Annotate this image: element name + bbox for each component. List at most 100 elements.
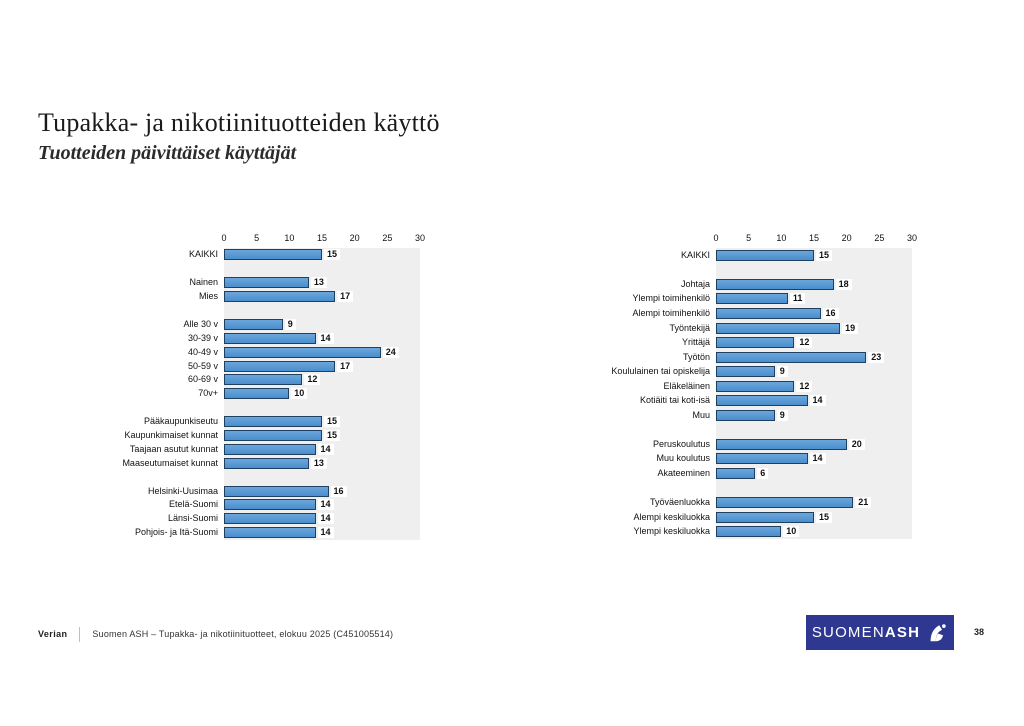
axis-tick: 30 <box>906 233 918 243</box>
logo-text: SUOMEN ASH <box>812 624 920 641</box>
bar-value: 15 <box>816 511 833 523</box>
bar <box>716 249 814 261</box>
bar <box>224 318 283 330</box>
bar-label: Ylempi toimihenkilö <box>632 293 710 304</box>
axis-tick: 25 <box>382 233 393 243</box>
axis-tick: 20 <box>349 233 360 243</box>
bar-row: 60-69 v 12 <box>76 373 546 387</box>
bar-track: 19 <box>716 322 1024 334</box>
bar-value: 15 <box>324 416 341 428</box>
bar-label: 30-39 v <box>187 332 218 343</box>
axis-tick: 5 <box>746 233 752 243</box>
bar-row: 50-59 v 17 <box>76 359 546 373</box>
bar-value: 10 <box>291 388 308 400</box>
bar-track: 15 <box>224 416 546 428</box>
footer-divider <box>79 626 81 642</box>
bar-track: 9 <box>716 409 1024 421</box>
bar-value: 19 <box>842 322 859 334</box>
bar-label: 50-59 v <box>187 360 218 371</box>
bar-row: Peruskoulutus 20 <box>568 437 1024 452</box>
bar-label: Pääkaupunkiseutu <box>143 416 218 427</box>
bar-label: Mies <box>198 291 218 302</box>
bar <box>224 527 316 539</box>
axis-tick: 0 <box>221 233 227 243</box>
bar-label: Peruskoulutus <box>652 438 710 449</box>
bar <box>716 278 834 290</box>
bar-value: 14 <box>317 527 334 539</box>
bar-row: Alle 30 v 9 <box>76 317 546 331</box>
bar-track: 16 <box>224 485 546 497</box>
bar-row: Yrittäjä 12 <box>568 335 1024 350</box>
bar-label: Helsinki-Uusimaa <box>147 485 218 496</box>
bar-label: Työtön <box>682 351 710 362</box>
bar-track: 12 <box>224 374 546 386</box>
bar-value: 14 <box>317 443 334 455</box>
bar-value: 12 <box>796 380 813 392</box>
bar-label: Kaupunkimaiset kunnat <box>124 430 218 441</box>
bar-value: 21 <box>855 497 872 509</box>
bar-value: 15 <box>324 249 341 261</box>
bar-track: 18 <box>716 278 1024 290</box>
bar-label: Muu koulutus <box>656 453 710 464</box>
bar-label: Taajaan asutut kunnat <box>129 443 218 454</box>
bar-label: Akateeminen <box>657 467 710 478</box>
bar-track: 14 <box>224 513 546 525</box>
bar-value: 14 <box>317 332 334 344</box>
bar-row: Etelä-Suomi 14 <box>76 498 546 512</box>
axis-tick: 15 <box>316 233 328 243</box>
bar-label: Johtaja <box>680 278 710 289</box>
bar-track: 14 <box>224 499 546 511</box>
bar-row: KAIKKI 15 <box>76 248 546 262</box>
bar-row: Ylempi keskiluokka 10 <box>568 524 1024 539</box>
chart-daily-users-occupation: 0 5 10 15 20 25 30 KAIKKI 15 Johtaja 18 Ylempi toi… <box>568 231 1024 539</box>
bar-track: 10 <box>224 388 546 400</box>
bar-label: 60-69 v <box>187 374 218 385</box>
group-gap <box>76 470 546 484</box>
axis-tick: 15 <box>808 233 820 243</box>
bar <box>224 416 322 428</box>
bar <box>716 453 808 465</box>
bar-row: Työntekijä 19 <box>568 321 1024 336</box>
bar-track: 9 <box>716 366 1024 378</box>
bar-track: 23 <box>716 351 1024 363</box>
bar-label: 70v+ <box>198 388 218 399</box>
bar-track: 14 <box>224 443 546 455</box>
bar-row: Ylempi toimihenkilö 11 <box>568 292 1024 307</box>
bar-value: 9 <box>776 366 788 378</box>
bar <box>224 499 316 511</box>
bar-track: 14 <box>716 453 1024 465</box>
bar-row: Alempi keskiluokka 15 <box>568 510 1024 525</box>
group-gap <box>76 262 546 276</box>
bar <box>716 497 854 509</box>
bar <box>716 467 756 479</box>
bar-value: 14 <box>809 453 826 465</box>
bar-track: 24 <box>224 346 546 358</box>
page-title: Tupakka- ja nikotiinituotteiden käyttö <box>38 108 440 137</box>
bar-row: Alempi toimihenkilö 16 <box>568 306 1024 321</box>
bar-value: 16 <box>822 307 839 319</box>
bar-track: 15 <box>224 430 546 442</box>
bar <box>716 395 808 407</box>
bar-track: 17 <box>224 360 546 372</box>
bar-label: Pohjois- ja Itä-Suomi <box>134 527 218 538</box>
bar-row: 40-49 v 24 <box>76 345 546 359</box>
bar-track: 14 <box>224 332 546 344</box>
bar-value: 9 <box>776 409 788 421</box>
bar-label: Alempi keskiluokka <box>633 511 710 522</box>
bar-row: 70v+ 10 <box>76 387 546 401</box>
bar-label: KAIKKI <box>188 249 218 260</box>
bar-value: 23 <box>868 351 885 363</box>
bar-label: Alle 30 v <box>183 318 218 329</box>
bar-row: Eläkeläinen 12 <box>568 379 1024 394</box>
bar-value: 18 <box>835 278 852 290</box>
bar-value: 13 <box>310 457 327 469</box>
bar <box>224 485 329 497</box>
bar <box>224 249 322 261</box>
bar <box>716 511 814 523</box>
bar-label: Työntekijä <box>669 322 710 333</box>
bar <box>716 526 782 538</box>
suomen-ash-logo: SUOMEN ASH <box>806 615 954 650</box>
bar-track: 12 <box>716 337 1024 349</box>
brand-name: Verian <box>38 629 68 639</box>
source-note: Suomen ASH – Tupakka- ja nikotiinituotte… <box>92 629 394 639</box>
